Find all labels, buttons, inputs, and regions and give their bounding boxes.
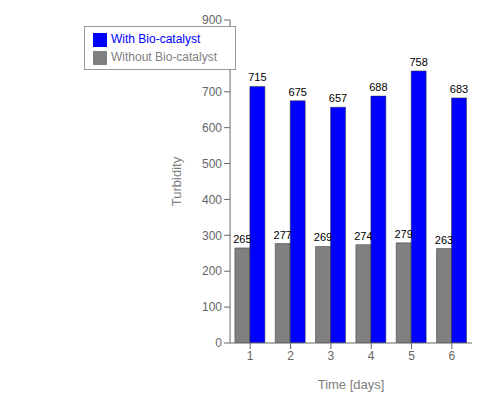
svg-text:675: 675 xyxy=(289,86,307,98)
svg-text:Time [days]: Time [days] xyxy=(318,377,385,392)
svg-text:1: 1 xyxy=(247,349,254,363)
svg-text:657: 657 xyxy=(329,92,347,104)
svg-text:683: 683 xyxy=(450,83,468,95)
svg-text:5: 5 xyxy=(408,349,415,363)
svg-text:900: 900 xyxy=(202,13,222,27)
svg-text:4: 4 xyxy=(368,349,375,363)
svg-text:758: 758 xyxy=(410,56,428,68)
svg-text:600: 600 xyxy=(202,121,222,135)
svg-text:Turbidity: Turbidity xyxy=(169,156,184,206)
svg-text:277: 277 xyxy=(274,229,292,241)
svg-text:3: 3 xyxy=(328,349,335,363)
svg-text:6: 6 xyxy=(448,349,455,363)
svg-text:2: 2 xyxy=(287,349,294,363)
svg-text:715: 715 xyxy=(248,71,266,83)
svg-text:400: 400 xyxy=(202,193,222,207)
svg-text:100: 100 xyxy=(202,300,222,314)
svg-text:0: 0 xyxy=(215,336,222,350)
svg-text:274: 274 xyxy=(354,230,372,242)
svg-text:688: 688 xyxy=(369,81,387,93)
svg-text:800: 800 xyxy=(202,49,222,63)
svg-text:279: 279 xyxy=(395,228,413,240)
svg-text:300: 300 xyxy=(202,229,222,243)
svg-text:700: 700 xyxy=(202,85,222,99)
svg-text:263: 263 xyxy=(435,234,453,246)
svg-text:265: 265 xyxy=(233,233,251,245)
svg-text:200: 200 xyxy=(202,264,222,278)
svg-text:500: 500 xyxy=(202,157,222,171)
svg-text:269: 269 xyxy=(314,231,332,243)
